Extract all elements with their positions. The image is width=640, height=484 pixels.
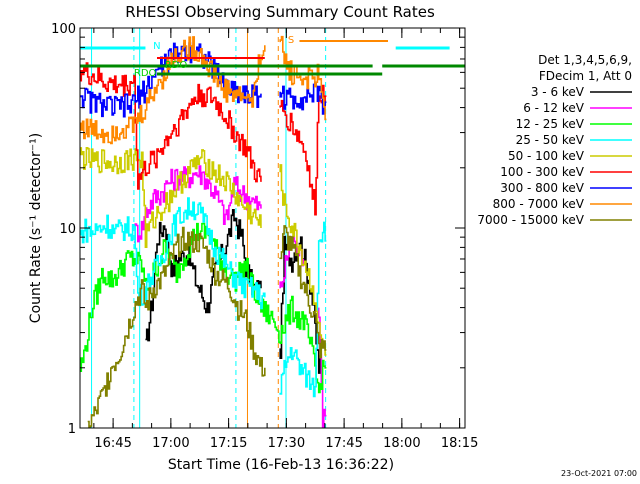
footer-date: 23-Oct-2021 07:00 <box>561 469 637 478</box>
annotation-label: N <box>153 41 160 52</box>
annotation-label: RDO <box>134 68 157 79</box>
x-tick-label: 17:15 <box>210 436 247 451</box>
x-tick-label: 17:30 <box>268 436 305 451</box>
legend-header: Det 1,3,4,5,6,9, <box>538 53 632 67</box>
legend-header: FDecim 1, Att 0 <box>539 69 632 83</box>
series-line-3-6-kev <box>145 209 323 374</box>
legend-label: 3 - 6 keV <box>531 85 585 99</box>
y-tick-label: 10 <box>59 222 76 237</box>
y-tick-label: 100 <box>51 22 76 37</box>
legend-label: 300 - 800 keV <box>500 181 584 195</box>
y-tick-label: 1 <box>68 422 76 437</box>
legend-label: 25 - 50 keV <box>516 133 585 147</box>
series-line-300-800-kev <box>80 42 327 118</box>
series-line-100-300-kev <box>80 62 327 216</box>
chart-title: RHESSI Observing Summary Count Rates <box>125 3 435 21</box>
series-line-7000-15000-kev <box>87 225 327 428</box>
x-tick-label: 18:15 <box>441 436 478 451</box>
x-axis-label: Start Time (16-Feb-13 16:36:22) <box>168 457 394 473</box>
x-tick-label: 16:45 <box>94 436 131 451</box>
y-axis-label: Count Rate (s⁻¹ detector⁻¹) <box>28 133 44 323</box>
x-tick-label: 18:00 <box>383 436 420 451</box>
annotation-label: RDO <box>165 60 188 71</box>
series-line-12-25-kev <box>80 222 327 394</box>
legend-label: 6 - 12 keV <box>523 101 585 115</box>
x-tick-label: 17:45 <box>325 436 362 451</box>
x-tick-label: 17:00 <box>152 436 189 451</box>
legend-label: 12 - 25 keV <box>516 117 585 131</box>
legend-label: 800 - 7000 keV <box>493 197 585 211</box>
annotation-label: S <box>288 35 294 46</box>
legend-label: 50 - 100 keV <box>508 149 585 163</box>
series-line-25-50-kev <box>80 197 327 398</box>
series-line-50-100-kev <box>80 147 327 356</box>
legend-label: 7000 - 15000 keV <box>477 213 584 227</box>
legend-label: 100 - 300 keV <box>500 165 584 179</box>
